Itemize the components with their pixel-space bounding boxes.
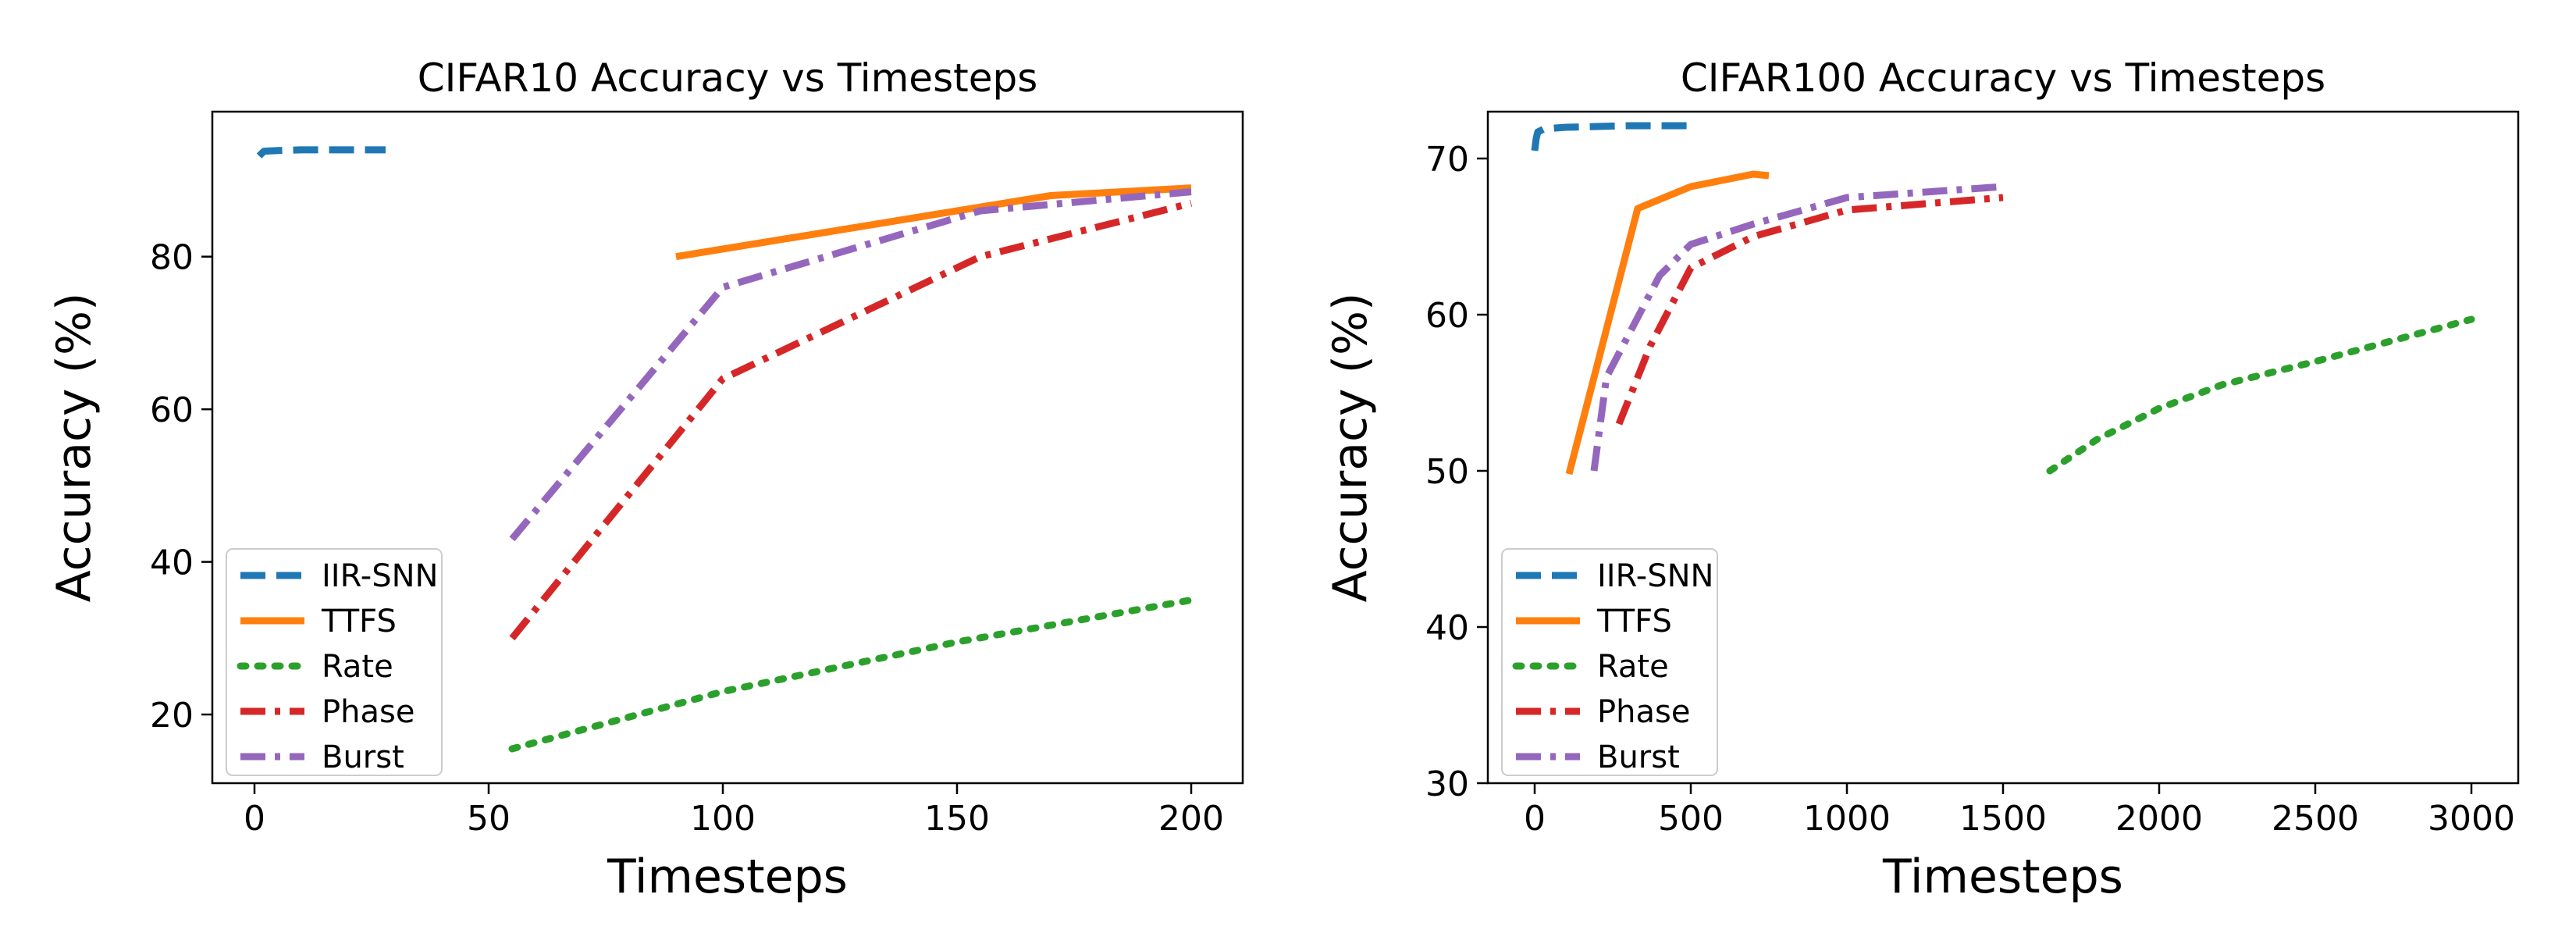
series-group bbox=[1531, 122, 2475, 476]
series-line-burst bbox=[1590, 183, 2004, 472]
y-axis-label: Accuracy (%) bbox=[1323, 293, 1378, 603]
series-line-phase bbox=[1615, 194, 2004, 426]
legend-label: IIR-SNN bbox=[322, 558, 438, 594]
x-tick-label: 0 bbox=[1524, 799, 1546, 839]
y-tick-label: 40 bbox=[1425, 608, 1469, 648]
chart-panel-1: CIFAR10 Accuracy vs Timesteps 0 50 100 150 20… bbox=[47, 55, 1244, 904]
series-line-phase bbox=[509, 199, 1193, 641]
legend-label: TTFS bbox=[321, 604, 397, 640]
y-tick-label: 80 bbox=[150, 238, 194, 278]
x-tick-label: 50 bbox=[467, 799, 511, 839]
chart-title: CIFAR100 Accuracy vs Timesteps bbox=[1681, 55, 2325, 101]
y-tick-label: 60 bbox=[1425, 296, 1469, 336]
series-line-rate bbox=[2046, 315, 2475, 475]
series-line-iir-snn bbox=[1531, 122, 1691, 151]
legend: IIR-SNN TTFS Rate Phase Burst bbox=[226, 548, 443, 776]
y-axis-label: Accuracy (%) bbox=[47, 293, 101, 603]
y-tick-label: 70 bbox=[1425, 140, 1469, 180]
x-tick-label: 1500 bbox=[1959, 799, 2047, 839]
x-tick-label: 3000 bbox=[2428, 799, 2515, 839]
legend-label: Phase bbox=[1597, 694, 1690, 730]
x-tick-label: 1000 bbox=[1803, 799, 1891, 839]
series-line-ttfs bbox=[675, 184, 1192, 261]
x-tick-label: 0 bbox=[244, 799, 265, 839]
x-tick-label: 2500 bbox=[2272, 799, 2359, 839]
legend-label: Phase bbox=[322, 694, 415, 730]
series-line-iir-snn bbox=[256, 146, 386, 159]
legend-label: TTFS bbox=[1596, 604, 1672, 640]
y-tick-label: 50 bbox=[1425, 452, 1469, 492]
legend: IIR-SNN TTFS Rate Phase Burst bbox=[1501, 548, 1718, 776]
x-tick-label: 500 bbox=[1658, 799, 1724, 839]
x-tick-label: 2000 bbox=[2115, 799, 2203, 839]
chart-title: CIFAR10 Accuracy vs Timesteps bbox=[418, 55, 1038, 101]
legend-label: Rate bbox=[322, 649, 393, 685]
legend-label: Burst bbox=[322, 739, 404, 775]
y-tick-label: 20 bbox=[150, 696, 194, 736]
chart-panel-2: CIFAR100 Accuracy vs Timesteps 0 500 1000 15… bbox=[1323, 55, 2520, 904]
x-tick-label: 150 bbox=[924, 799, 990, 839]
y-tick-label: 40 bbox=[150, 543, 194, 583]
legend-box bbox=[226, 548, 443, 776]
legend-label: Rate bbox=[1597, 649, 1669, 685]
legend-box bbox=[1501, 548, 1718, 776]
x-tick-label: 100 bbox=[690, 799, 756, 839]
x-axis-label: Timesteps bbox=[1882, 850, 2123, 904]
legend-label: Burst bbox=[1597, 739, 1680, 775]
series-group bbox=[256, 146, 1195, 753]
axes-frame bbox=[211, 110, 1244, 785]
y-tick-label: 30 bbox=[1425, 764, 1469, 804]
series-line-rate bbox=[508, 597, 1195, 753]
x-tick-label: 200 bbox=[1158, 799, 1224, 839]
series-line-burst bbox=[509, 188, 1192, 542]
legend-label: IIR-SNN bbox=[1597, 558, 1713, 594]
y-tick-label: 60 bbox=[150, 390, 194, 430]
series-line-ttfs bbox=[1565, 170, 1770, 476]
x-axis-label: Timesteps bbox=[607, 850, 848, 904]
